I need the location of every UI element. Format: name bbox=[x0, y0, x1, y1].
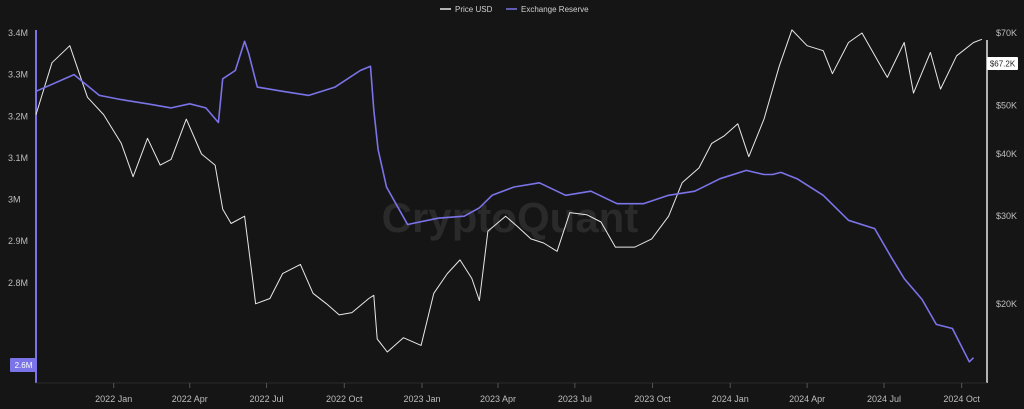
left-tick-label: 3M bbox=[8, 195, 21, 205]
x-axis-ticks: 2022 Jan 2022 Apr 2022 Jul 2022 Oct 2023 Jan… bbox=[95, 383, 980, 404]
series-line-reserve bbox=[35, 40, 975, 363]
right-tick-label: $20K bbox=[996, 299, 1017, 309]
current-left-badge-text: 2.6M bbox=[15, 361, 33, 370]
watermark: CryptoQuant bbox=[382, 194, 639, 241]
x-tick-label: 2022 Jul bbox=[250, 394, 284, 404]
left-tick-label: 3.1M bbox=[8, 153, 28, 163]
x-tick-label: 2024 Apr bbox=[789, 394, 825, 404]
current-left-badge-bg bbox=[10, 358, 37, 372]
legend-item-price[interactable]: Price USD bbox=[440, 5, 493, 14]
left-tick-label: 2.9M bbox=[8, 236, 28, 246]
current-left-badge: 2.6M bbox=[10, 358, 37, 372]
series-layer bbox=[35, 29, 983, 363]
x-tick-label: 2023 Jan bbox=[403, 394, 440, 404]
current-right-badge-bg bbox=[987, 57, 1018, 70]
x-tick-label: 2022 Jan bbox=[95, 394, 132, 404]
right-tick-label: $50K bbox=[996, 101, 1017, 111]
legend-label-price: Price USD bbox=[455, 5, 493, 14]
left-tick-label: 2.8M bbox=[8, 278, 28, 288]
x-tick-label: 2022 Apr bbox=[172, 394, 208, 404]
left-tick-label: 3.3M bbox=[8, 70, 28, 80]
x-tick-label: 2024 Jul bbox=[867, 394, 901, 404]
x-tick-label: 2024 Jan bbox=[712, 394, 749, 404]
x-tick-label: 2023 Jul bbox=[558, 394, 592, 404]
legend-label-reserve: Exchange Reserve bbox=[521, 5, 589, 14]
current-right-badge-text: $67.2K bbox=[990, 60, 1016, 69]
left-tick-label: 3.4M bbox=[8, 28, 28, 38]
current-right-badge: $67.2K bbox=[987, 57, 1018, 70]
legend-item-reserve[interactable]: Exchange Reserve bbox=[506, 5, 589, 14]
right-axis-ticks: $70K$60K$50K$40K$30K$20K bbox=[996, 28, 1017, 309]
x-tick-label: 2023 Oct bbox=[634, 394, 671, 404]
legend: Price USD Exchange Reserve bbox=[440, 5, 589, 14]
right-tick-label: $40K bbox=[996, 149, 1017, 159]
series-line-price bbox=[35, 29, 983, 353]
left-tick-label: 3.2M bbox=[8, 111, 28, 121]
right-tick-label: $30K bbox=[996, 211, 1017, 221]
x-tick-label: 2023 Apr bbox=[480, 394, 516, 404]
left-axis-ticks: 3.4M 3.3M 3.2M 3.1M 3M 2.9M 2.8M bbox=[8, 28, 28, 288]
x-tick-label: 2024 Oct bbox=[943, 394, 980, 404]
x-tick-label: 2022 Oct bbox=[326, 394, 363, 404]
right-tick-label: $70K bbox=[996, 28, 1017, 38]
